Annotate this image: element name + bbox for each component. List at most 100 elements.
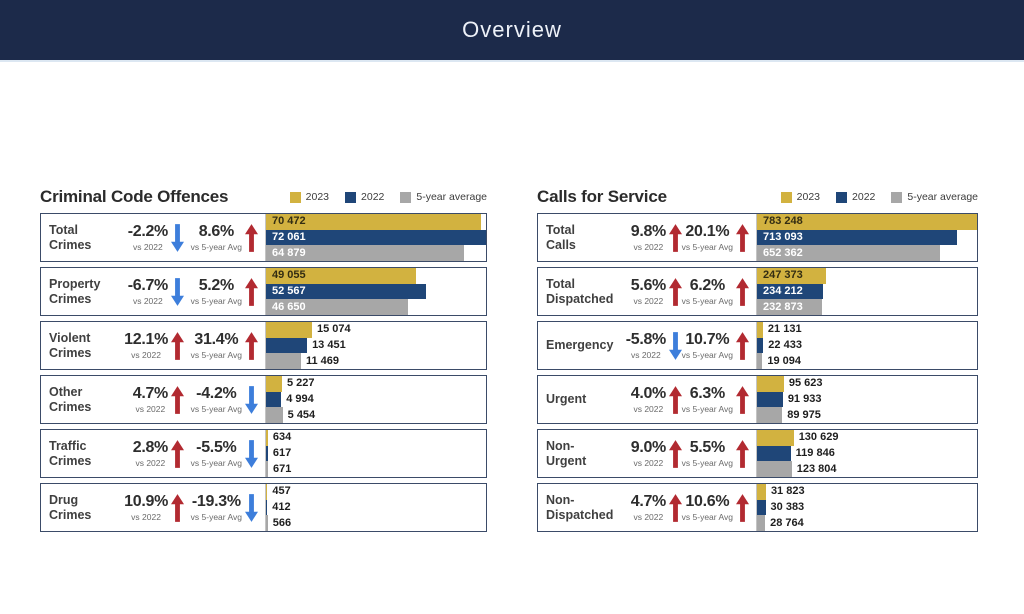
stat-row: Traffic Crimes 2.8% vs 2022 -5.5% vs 5-year … xyxy=(40,429,487,478)
stat-row: Total Crimes -2.2% vs 2022 8.6% vs 5-year Av… xyxy=(40,213,487,262)
trend-arrow-up-icon xyxy=(669,385,682,414)
bar-2022 xyxy=(266,445,268,462)
stat-rows: Total Crimes -2.2% vs 2022 8.6% vs 5-year Av… xyxy=(40,213,487,532)
stat-row: Total Calls 9.8% vs 2022 20.1% vs 5-year Avg… xyxy=(537,213,978,262)
bar-2023 xyxy=(266,484,268,500)
bar-chart: 95 623 91 933 89 975 xyxy=(756,376,977,424)
bar-value-label: 13 451 xyxy=(312,339,346,351)
caption-vs-5yr-avg: vs 5-year Avg xyxy=(681,404,733,414)
pct-vs-2022: 4.0% xyxy=(630,385,667,402)
caption-vs-5yr-avg: vs 5-year Avg xyxy=(190,242,242,252)
caption-vs-2022: vs 2022 xyxy=(633,458,664,468)
bar-row: 89 975 xyxy=(757,407,977,424)
row-label: Property Crimes xyxy=(49,276,101,306)
bar-value-label: 5 227 xyxy=(286,377,315,390)
row-label: Urgent xyxy=(546,392,587,407)
pct-vs-2022: 2.8% xyxy=(132,439,169,456)
stat-vs-2022: 10.9% vs 2022 xyxy=(117,493,191,522)
caption-vs-5yr-avg: vs 5-year Avg xyxy=(190,404,242,414)
pct-vs-5yr-avg: 10.6% xyxy=(685,493,730,510)
panel-title: Criminal Code Offences xyxy=(40,187,229,206)
trend-arrow-up-icon xyxy=(736,493,749,522)
bar-2022 xyxy=(757,283,823,300)
bar-chart: 457 412 566 xyxy=(265,484,486,532)
caption-vs-2022: vs 2022 xyxy=(135,458,166,468)
row-label: Traffic Crimes xyxy=(49,438,92,468)
trend-arrow-down-icon xyxy=(171,223,184,252)
pct-vs-5yr-avg: -19.3% xyxy=(191,493,241,510)
bar-5-year average xyxy=(266,245,465,262)
bar-row: 52 567 xyxy=(266,283,486,300)
bar-value-label: 234 212 xyxy=(763,285,803,297)
bar-value-label: 713 093 xyxy=(763,231,803,243)
bar-2023 xyxy=(757,268,827,284)
legend-swatch-2023 xyxy=(289,191,301,203)
bar-row: 22 433 xyxy=(757,337,977,354)
legend-item-5yr: 5-year average xyxy=(891,191,978,203)
bar-value-label: 130 629 xyxy=(798,431,839,444)
stat-vs-2022: 12.1% vs 2022 xyxy=(117,331,191,360)
stat-vs-5yr-avg: 10.6% vs 5-year Avg xyxy=(682,493,756,522)
bar-value-label: 5 454 xyxy=(287,408,316,421)
bar-5-year average xyxy=(266,515,268,532)
bar-value-label: 91 933 xyxy=(787,393,822,405)
pct-vs-2022: 4.7% xyxy=(132,385,169,402)
pct-vs-5yr-avg: 10.7% xyxy=(685,331,730,348)
caption-vs-5yr-avg: vs 5-year Avg xyxy=(681,296,733,306)
stat-row: Emergency -5.8% vs 2022 10.7% vs 5-year Avg 2… xyxy=(537,321,978,370)
trend-arrow-up-icon xyxy=(736,223,749,252)
bar-row: 15 074 xyxy=(266,322,486,338)
bar-2023 xyxy=(266,322,313,338)
bar-value-label: 11 469 xyxy=(306,354,340,367)
caption-vs-2022: vs 2022 xyxy=(131,512,161,522)
bar-value-label: 671 xyxy=(273,462,292,475)
legend-item-2023: 2023 xyxy=(780,191,820,203)
bar-row: 19 094 xyxy=(757,353,977,370)
bar-chart: 31 823 30 383 28 764 xyxy=(756,484,977,532)
pct-vs-2022: -5.8% xyxy=(625,331,667,348)
bar-2023 xyxy=(757,376,784,392)
row-label: Total Calls xyxy=(546,222,576,252)
stat-row: Property Crimes -6.7% vs 2022 5.2% vs 5-year… xyxy=(40,267,487,316)
trend-arrow-up-icon xyxy=(245,277,258,306)
pct-vs-5yr-avg: 5.2% xyxy=(198,277,235,294)
bar-5-year average xyxy=(757,353,763,370)
bar-row: 72 061 xyxy=(266,229,486,246)
bar-value-label: 15 074 xyxy=(317,323,351,336)
stat-row: Non- Dispatched 4.7% vs 2022 10.6% vs 5-year… xyxy=(537,483,978,532)
bar-5-year average xyxy=(266,407,283,424)
bar-chart: 634 617 671 xyxy=(265,430,486,478)
bar-5-year average xyxy=(757,299,823,316)
bar-2023 xyxy=(757,484,766,500)
bar-value-label: 46 650 xyxy=(272,300,306,313)
trend-arrow-down-icon xyxy=(171,277,184,306)
bar-row: 119 846 xyxy=(757,445,977,462)
bar-value-label: 31 823 xyxy=(770,485,805,498)
trend-arrow-down-icon xyxy=(245,493,258,522)
bar-5-year average xyxy=(757,461,792,478)
stat-vs-2022: -2.2% vs 2022 xyxy=(117,223,191,252)
bar-row: 566 xyxy=(266,515,486,532)
trend-arrow-up-icon xyxy=(171,385,184,414)
legend-swatch-5yr xyxy=(891,191,903,203)
bar-value-label: 70 472 xyxy=(272,215,306,228)
pct-vs-5yr-avg: 8.6% xyxy=(198,223,235,240)
bar-chart: 15 074 13 451 11 469 xyxy=(265,322,486,370)
bar-row: 64 879 xyxy=(266,245,486,262)
stat-rows: Total Calls 9.8% vs 2022 20.1% vs 5-year Avg… xyxy=(537,213,978,532)
panel-header: Calls for Service 2023 2022 5-year avera… xyxy=(537,186,978,208)
bar-value-label: 64 879 xyxy=(272,246,306,259)
pct-vs-2022: -6.7% xyxy=(127,277,169,294)
trend-arrow-up-icon xyxy=(171,493,184,522)
trend-arrow-up-icon xyxy=(245,331,258,360)
stat-vs-5yr-avg: -5.5% vs 5-year Avg xyxy=(191,439,265,468)
stat-row: Non- Urgent 9.0% vs 2022 5.5% vs 5-year Avg 1… xyxy=(537,429,978,478)
bar-row: 234 212 xyxy=(757,283,977,300)
bar-row: 123 804 xyxy=(757,461,977,478)
bar-chart: 21 131 22 433 19 094 xyxy=(756,322,977,370)
trend-arrow-up-icon xyxy=(669,277,682,306)
bar-2023 xyxy=(757,214,977,230)
bar-value-label: 412 xyxy=(272,501,291,513)
bar-2022 xyxy=(757,499,766,516)
stat-row: Urgent 4.0% vs 2022 6.3% vs 5-year Avg 95 623… xyxy=(537,375,978,424)
